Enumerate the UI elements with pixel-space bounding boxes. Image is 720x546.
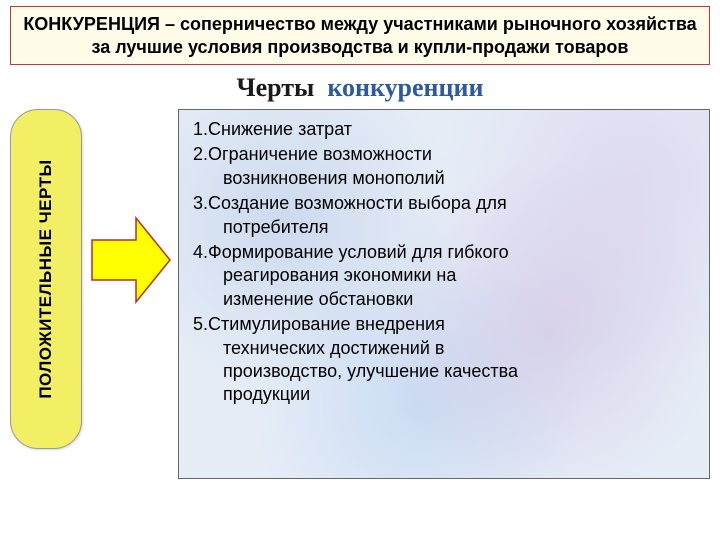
list-item: 5.Стимулирование внедрениятехнических до… [193,313,695,407]
list-item-number: 3. [193,193,208,213]
list-item-continuation: продукции [193,383,695,406]
list-item-number: 2. [193,144,208,164]
list-item-number: 5. [193,314,208,334]
list-item-text: Создание возможности выбора для [208,193,507,213]
definition-box: КОНКУРЕНЦИЯ – соперничество между участн… [10,6,710,65]
list-item-line: 5.Стимулирование внедрения [193,313,695,336]
definition-text: соперничество между участниками рыночног… [92,14,697,57]
list-item-text: Стимулирование внедрения [208,314,445,334]
section-title: Черты конкуренции [0,73,720,103]
list-item: 1.Снижение затрат [193,118,695,141]
definition-term: КОНКУРЕНЦИЯ [23,14,160,34]
list-item-continuation: возникновения монополий [193,167,695,190]
list-item-continuation: потребителя [193,216,695,239]
list-item-number: 1. [193,119,208,139]
arrow-icon [90,214,172,306]
list-item: 4.Формирование условий для гибкогореагир… [193,241,695,311]
list-item-continuation: изменение обстановки [193,288,695,311]
list-item-text: Снижение затрат [208,119,352,139]
features-list: 1.Снижение затрат2.Ограничение возможнос… [178,109,710,479]
list-item-continuation: технических достижений в [193,337,695,360]
list-item-line: 3.Создание возможности выбора для [193,192,695,215]
positive-pill-label: ПОЛОЖИТЕЛЬНЫЕ ЧЕРТЫ [36,159,56,398]
list-item-continuation: реагирования экономики на [193,264,695,287]
title-part2: конкуренции [327,73,483,102]
definition-sep: – [160,14,180,34]
content-row: ПОЛОЖИТЕЛЬНЫЕ ЧЕРТЫ 1.Снижение затрат2.О… [0,109,720,479]
list-item-text: Ограничение возможности [208,144,432,164]
list-item-number: 4. [193,242,208,262]
list-item-line: 1.Снижение затрат [193,118,695,141]
list-item: 2.Ограничение возможностивозникновения м… [193,143,695,190]
list-item: 3.Создание возможности выбора дляпотреби… [193,192,695,239]
arrow-path [92,218,170,302]
positive-pill: ПОЛОЖИТЕЛЬНЫЕ ЧЕРТЫ [10,109,82,449]
list-item-continuation: производство, улучшение качества [193,360,695,383]
list-item-line: 4.Формирование условий для гибкого [193,241,695,264]
arrow-container [90,109,170,449]
list-item-line: 2.Ограничение возможности [193,143,695,166]
title-part1: Черты [237,73,315,102]
list-item-text: Формирование условий для гибкого [208,242,509,262]
